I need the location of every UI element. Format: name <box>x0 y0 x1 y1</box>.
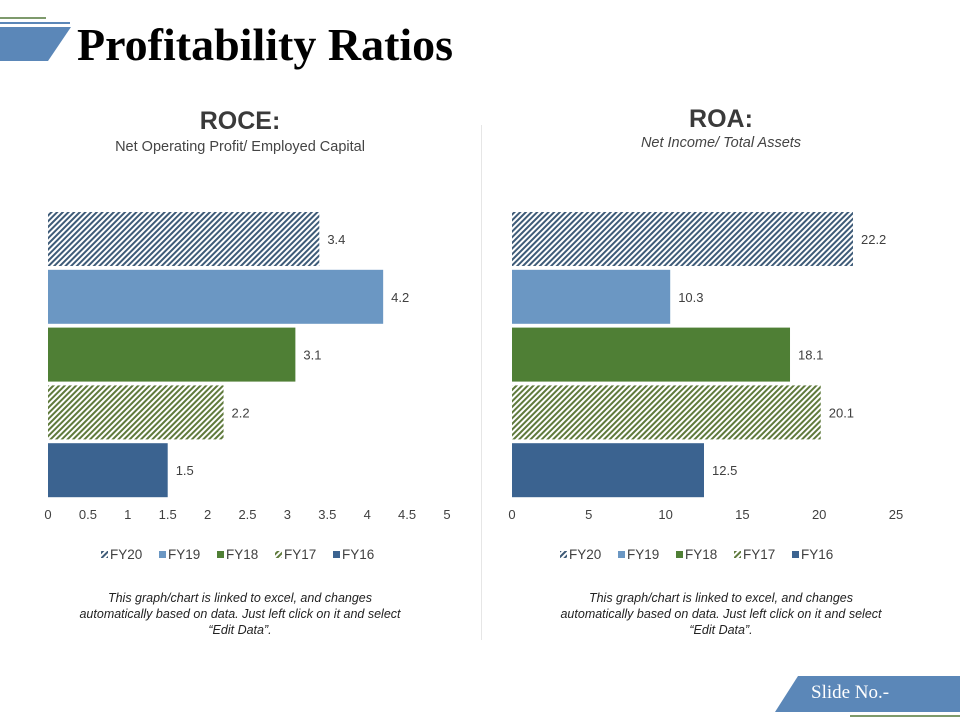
roce-footnote: This graph/chart is linked to excel, and… <box>40 590 440 638</box>
roa-footnote-line-1: This graph/chart is linked to excel, and… <box>588 591 854 605</box>
roce-legend-label-fy20[interactable]: FY20 <box>110 547 142 562</box>
roa-legend-label-fy18[interactable]: FY18 <box>685 547 717 562</box>
roce-legend-swatch-fy16 <box>333 551 340 558</box>
roa-bar-fy17[interactable] <box>512 385 821 440</box>
roce-value-label-fy20: 3.4 <box>327 232 345 247</box>
roa-x-tick-label: 15 <box>735 507 749 522</box>
roa-x-tick-label: 5 <box>585 507 592 522</box>
roce-heading: ROCE: <box>199 107 281 135</box>
roa-value-label-fy19: 10.3 <box>678 290 703 305</box>
roa-footnote-line-3: “Edit Data”. <box>689 623 753 637</box>
chart-divider <box>481 125 482 640</box>
roa-value-label-fy18: 18.1 <box>798 348 823 363</box>
roce-x-tick-label: 4 <box>364 507 371 522</box>
title-accent-decoration <box>0 17 71 61</box>
roce-bar-fy16[interactable] <box>48 443 168 498</box>
roce-x-tick-label: 1 <box>124 507 131 522</box>
roa-legend-swatch-fy18 <box>676 551 683 558</box>
roa-footnote: This graph/chart is linked to excel, and… <box>521 590 921 638</box>
roa-x-tick-label: 20 <box>812 507 826 522</box>
roce-x-tick-label: 2 <box>204 507 211 522</box>
roa-legend-label-fy19[interactable]: FY19 <box>627 547 659 562</box>
roa-bar-fy19[interactable] <box>512 269 671 324</box>
roce-footnote-line-1: This graph/chart is linked to excel, and… <box>107 591 373 605</box>
roa-heading: ROA: <box>689 105 753 133</box>
roa-value-label-fy17: 20.1 <box>829 405 854 420</box>
roa-footnote-line-2: automatically based on data. Just left c… <box>560 607 882 621</box>
roa-bar-fy18[interactable] <box>512 327 791 382</box>
roce-x-tick-label: 2.5 <box>238 507 256 522</box>
roce-x-tick-label: 3.5 <box>318 507 336 522</box>
roce-legend-swatch-fy20 <box>101 551 108 558</box>
roce-bar-chart[interactable]: 3.4 4.2 3.1 2.2 1.5 0 0.5 1 1.5 2 2.5 3 3.5 4 4.5 5 FY20… <box>0 200 460 580</box>
roa-legend-label-fy20[interactable]: FY20 <box>569 547 601 562</box>
roce-subtitle: Net Operating Profit/ Employed Capital <box>115 139 365 155</box>
roce-x-tick-label: 3 <box>284 507 291 522</box>
roce-value-label-fy19: 4.2 <box>391 290 409 305</box>
roa-legend-label-fy16[interactable]: FY16 <box>801 547 833 562</box>
roce-legend-swatch-fy19 <box>159 551 166 558</box>
roa-x-tick-label: 0 <box>508 507 515 522</box>
roa-x-tick-label: 10 <box>658 507 672 522</box>
roce-legend-label-fy18[interactable]: FY18 <box>226 547 258 562</box>
roce-bar-fy17[interactable] <box>48 385 224 440</box>
roa-subtitle: Net Income/ Total Assets <box>640 135 802 151</box>
roce-footnote-line-3: “Edit Data”. <box>208 623 272 637</box>
roce-legend-label-fy17[interactable]: FY17 <box>284 547 316 562</box>
roce-bar-fy18[interactable] <box>48 327 296 382</box>
roa-x-tick-label: 25 <box>889 507 903 522</box>
roa-legend-label-fy17[interactable]: FY17 <box>743 547 775 562</box>
roce-bar-fy20[interactable] <box>48 212 320 266</box>
roce-x-tick-label: 4.5 <box>398 507 416 522</box>
roce-bar-fy19[interactable] <box>48 269 384 324</box>
roce-legend-swatch-fy18 <box>217 551 224 558</box>
roce-footnote-line-2: automatically based on data. Just left c… <box>79 607 401 621</box>
roce-value-label-fy16: 1.5 <box>176 463 194 478</box>
roa-legend-swatch-fy17 <box>734 551 741 558</box>
roce-legend-label-fy16[interactable]: FY16 <box>342 547 374 562</box>
roa-bar-fy16[interactable] <box>512 443 704 498</box>
roa-legend-swatch-fy20 <box>560 551 567 558</box>
roce-legend-label-fy19[interactable]: FY19 <box>168 547 200 562</box>
roa-legend-swatch-fy16 <box>792 551 799 558</box>
roce-value-label-fy18: 3.1 <box>303 348 321 363</box>
roce-x-tick-label: 5 <box>443 507 450 522</box>
roce-x-tick-label: 1.5 <box>159 507 177 522</box>
roce-value-label-fy17: 2.2 <box>232 405 250 420</box>
roce-x-tick-label: 0 <box>44 507 51 522</box>
slide-number-label: Slide No.- <box>811 682 890 703</box>
roa-bar-fy20[interactable] <box>512 212 853 266</box>
roa-legend-swatch-fy19 <box>618 551 625 558</box>
roa-value-label-fy20: 22.2 <box>861 232 886 247</box>
roa-bar-chart[interactable]: 22.2 10.3 18.1 20.1 12.5 0 5 10 15 20 25 FY20 FY19 FY… <box>480 200 940 580</box>
roce-legend-swatch-fy17 <box>275 551 282 558</box>
page-title: Profitability Ratios <box>77 19 454 70</box>
roce-x-tick-label: 0.5 <box>79 507 97 522</box>
roa-value-label-fy16: 12.5 <box>712 463 737 478</box>
